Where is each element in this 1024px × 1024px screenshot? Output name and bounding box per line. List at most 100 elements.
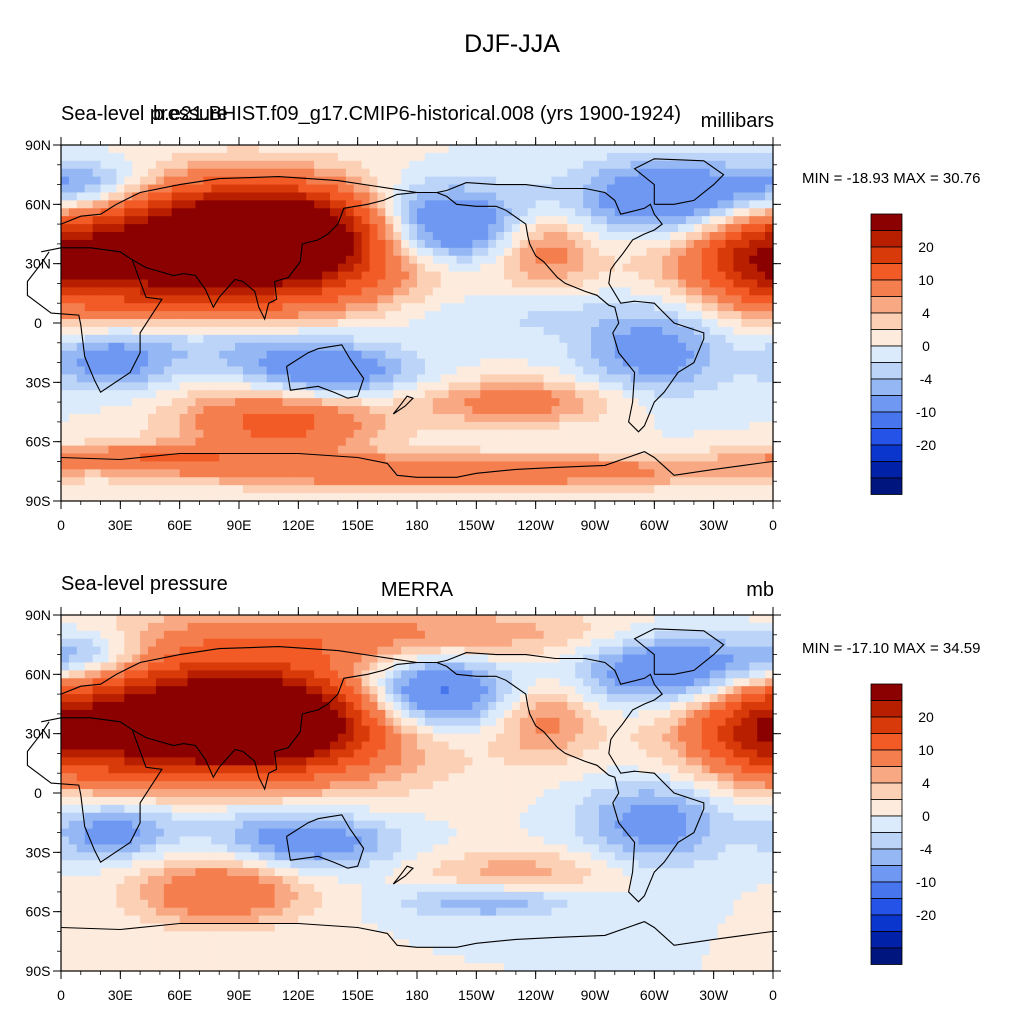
field-cell xyxy=(290,311,299,320)
field-cell xyxy=(741,184,750,194)
field-cell xyxy=(314,358,323,368)
field-cell xyxy=(424,421,434,431)
field-cell xyxy=(733,437,742,447)
field-cell xyxy=(377,406,386,415)
field-cell xyxy=(432,366,442,376)
field-cell xyxy=(306,224,315,233)
field-cell xyxy=(124,630,133,640)
field-cell xyxy=(211,279,220,288)
field-cell xyxy=(274,670,284,679)
field-cell xyxy=(741,342,750,352)
field-cell xyxy=(733,271,742,281)
field-cell xyxy=(432,287,442,296)
field-cell xyxy=(148,263,157,273)
field-cell xyxy=(195,406,204,415)
field-cell xyxy=(504,358,513,368)
field-cell xyxy=(227,646,236,656)
field-cell xyxy=(179,461,189,470)
field-cell xyxy=(575,232,584,241)
field-cell xyxy=(187,303,197,312)
field-cell xyxy=(171,208,181,217)
field-cell xyxy=(211,615,220,624)
field-cell xyxy=(290,461,299,470)
field-cell xyxy=(124,646,133,656)
field-cell xyxy=(132,247,141,257)
field-cell xyxy=(480,453,489,463)
field-cell xyxy=(741,271,750,281)
field-cell xyxy=(76,279,86,288)
field-cell xyxy=(551,413,560,423)
field-cell xyxy=(598,469,608,478)
field-cell xyxy=(527,342,537,352)
field-cell xyxy=(68,342,78,352)
field-cell xyxy=(709,232,719,241)
field-cell xyxy=(235,429,244,439)
field-cell xyxy=(614,168,624,178)
field-cell xyxy=(266,152,276,162)
field-cell xyxy=(733,295,742,304)
field-cell xyxy=(385,152,394,162)
field-cell xyxy=(638,263,648,273)
field-cell xyxy=(757,342,766,352)
field-cell xyxy=(685,654,695,664)
field-cell xyxy=(361,184,371,194)
field-cell xyxy=(654,192,663,201)
field-cell xyxy=(527,413,537,423)
field-cell xyxy=(693,279,703,288)
field-cell xyxy=(369,168,379,178)
field-cell xyxy=(622,200,632,209)
field-cell xyxy=(140,421,149,431)
field-cell xyxy=(171,216,181,225)
field-cell xyxy=(377,326,386,336)
field-cell xyxy=(84,350,94,360)
field-cell xyxy=(757,485,766,494)
field-cell xyxy=(559,311,568,320)
field-cell xyxy=(140,247,149,257)
field-cell xyxy=(68,382,78,391)
field-cell xyxy=(670,247,679,257)
field-cell xyxy=(92,413,102,423)
field-cell xyxy=(298,303,307,312)
field-cell xyxy=(504,176,513,186)
field-cell xyxy=(765,390,774,399)
field-cell xyxy=(591,295,600,304)
field-cell xyxy=(440,638,450,648)
field-cell xyxy=(448,654,458,664)
field-cell xyxy=(575,192,584,201)
field-cell xyxy=(749,145,758,154)
field-cell xyxy=(132,638,141,648)
field-cell xyxy=(227,453,236,463)
field-cell xyxy=(329,390,339,399)
field-cell xyxy=(369,334,379,344)
field-cell xyxy=(424,200,434,209)
field-cell xyxy=(685,429,695,439)
field-cell xyxy=(329,311,339,320)
field-cell xyxy=(290,421,299,431)
field-cell xyxy=(678,477,687,486)
field-cell xyxy=(92,303,102,312)
field-cell xyxy=(511,398,521,407)
field-cell xyxy=(377,646,386,656)
panel1-center-title: b.e21.BHIST.f09_g17.CMIP6-historical.008… xyxy=(152,103,682,125)
field-cell xyxy=(322,453,331,463)
field-cell xyxy=(385,638,394,648)
field-cell xyxy=(124,334,133,344)
field-cell xyxy=(298,670,307,679)
field-cell xyxy=(622,326,632,336)
field-cell xyxy=(496,429,505,439)
field-cell xyxy=(76,224,86,233)
field-cell xyxy=(409,208,418,217)
field-cell xyxy=(535,145,545,154)
field-cell xyxy=(124,279,133,288)
field-cell xyxy=(448,192,458,201)
field-cell xyxy=(464,239,473,249)
field-cell xyxy=(227,358,236,368)
field-cell xyxy=(432,216,442,225)
field-cell xyxy=(148,453,157,463)
field-cell xyxy=(725,208,735,217)
field-cell xyxy=(519,390,529,399)
field-cell xyxy=(211,445,220,455)
field-cell xyxy=(741,662,750,671)
field-cell xyxy=(662,279,671,288)
field-cell xyxy=(298,382,307,391)
